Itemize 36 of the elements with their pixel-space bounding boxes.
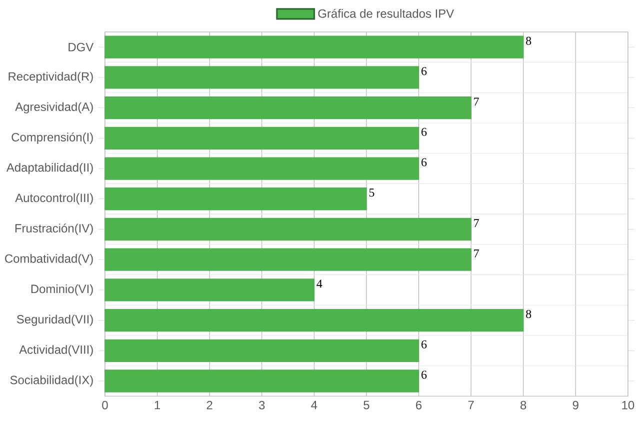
data-label: 4	[316, 280, 322, 288]
data-label: 6	[422, 158, 427, 166]
y-tick-label: Seguridad(VII)	[16, 314, 93, 326]
x-tick-label: 1	[154, 400, 160, 410]
y-tick-label: Frustración(IV)	[15, 224, 93, 235]
x-tick-label: 4	[311, 400, 318, 410]
x-tick-label: 10	[622, 400, 634, 410]
legend-label: Gráfica de resultados IPV	[318, 8, 454, 18]
y-tick-label: Dominio(VI)	[31, 284, 93, 296]
x-tick-label: 8	[520, 400, 526, 410]
data-label: 6	[422, 340, 427, 348]
y-tick-label: DGV	[68, 42, 94, 52]
data-label: 8	[526, 310, 532, 318]
x-tick-label: 3	[258, 400, 265, 410]
x-tick-label: 5	[364, 400, 370, 410]
data-label: 7	[474, 98, 479, 106]
data-label: 6	[422, 370, 427, 379]
data-label: 8	[526, 36, 532, 45]
x-tick-label: 9	[572, 400, 578, 410]
y-tick-label: Adaptabilidad(II)	[6, 162, 93, 174]
data-label: 7	[474, 219, 479, 227]
x-tick-label: 7	[468, 400, 474, 410]
data-label: 6	[422, 67, 427, 76]
y-tick-label: Actividad(VIII)	[19, 345, 93, 356]
data-label: 5	[369, 188, 374, 197]
data-label: 7	[474, 249, 479, 258]
data-label: 6	[422, 128, 427, 136]
x-tick-label: 6	[416, 400, 422, 410]
y-tick-label: Autocontrol(III)	[15, 193, 93, 204]
x-tick-label: 2	[206, 400, 212, 410]
y-tick-label: Agresividad(A)	[15, 102, 93, 114]
y-tick-label: Receptividad(R)	[8, 72, 93, 83]
y-tick-label: Comprensión(I)	[12, 132, 93, 144]
y-tick-label: Sociabilidad(IX)	[10, 375, 93, 387]
x-tick-label: 0	[102, 400, 108, 410]
y-tick-label: Combatividad(V)	[5, 254, 93, 266]
